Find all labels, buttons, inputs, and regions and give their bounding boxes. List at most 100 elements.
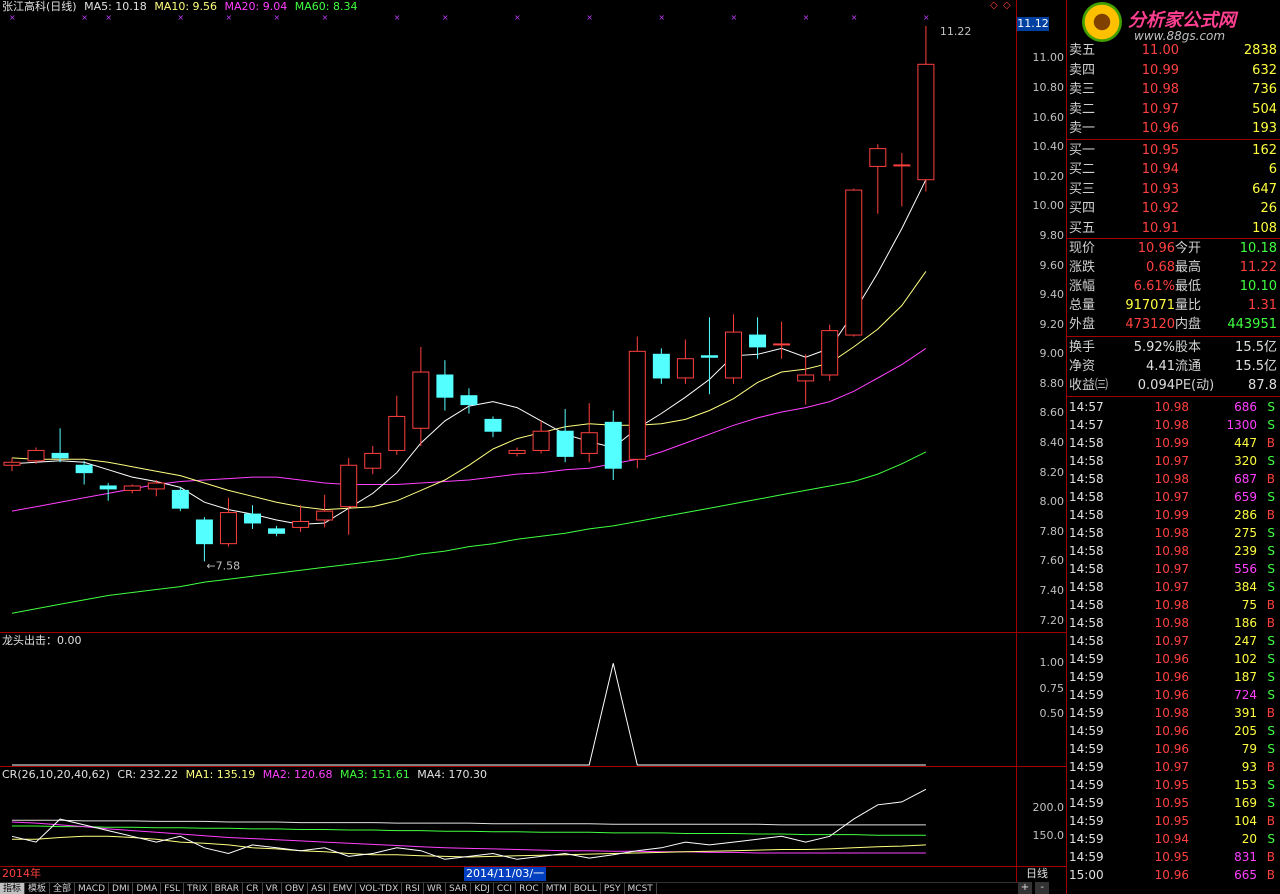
price-tick: 11.00 — [1032, 51, 1065, 65]
cr-indicator-chart[interactable] — [0, 767, 1016, 866]
tick-row: 14:59 10.95 169 S — [1069, 794, 1279, 812]
indicator-tab[interactable]: 模板 — [25, 883, 51, 894]
indicator-tab[interactable]: VR — [263, 883, 283, 894]
diamond-icon-2[interactable]: ◇ — [1003, 0, 1011, 11]
indicator-tab[interactable]: ASI — [308, 883, 330, 894]
tick-row: 14:59 10.96 187 S — [1069, 668, 1279, 686]
zoom-out-button[interactable]: - — [1035, 882, 1050, 894]
candle-body — [219, 512, 237, 545]
indicator-tab[interactable]: PSY — [601, 883, 625, 894]
indicator-tab[interactable]: EMV — [330, 883, 357, 894]
indicator-tab[interactable]: MACD — [75, 883, 110, 894]
candle-body — [195, 519, 213, 545]
tick-time: 14:59 — [1069, 832, 1104, 846]
candle — [484, 416, 502, 438]
stat-label: 外盘 — [1069, 317, 1096, 332]
indicator-tab[interactable]: RSI — [402, 883, 424, 894]
top-marker: × — [274, 13, 281, 22]
indicator-tab[interactable]: MCST — [625, 883, 657, 894]
tick-row: 14:57 10.98 1300 S — [1069, 416, 1279, 434]
tick-row: 14:58 10.97 247 S — [1069, 632, 1279, 650]
stat-label: 股本 — [1175, 340, 1202, 355]
tick-volume: 187 — [1234, 670, 1257, 684]
price-tick: 7.20 — [1039, 613, 1065, 627]
ind1-tick: 0.50 — [1039, 707, 1065, 721]
indicator-tab[interactable]: CR — [243, 883, 263, 894]
indicator-tab[interactable]: FSL — [161, 883, 184, 894]
indicator-tab[interactable]: KDJ — [471, 883, 494, 894]
price-tick: 8.00 — [1039, 495, 1065, 509]
indicator-tab[interactable]: TRIX — [184, 883, 212, 894]
tick-volume: 104 — [1234, 814, 1257, 828]
indicator-tab[interactable]: VOL-TDX — [356, 883, 403, 894]
quote-panel — [1066, 0, 1280, 894]
dragon-head-indicator-chart[interactable] — [0, 633, 1016, 766]
indicator-tab[interactable]: 指标 — [0, 883, 26, 894]
indicator-tab[interactable]: 全部 — [50, 883, 76, 894]
zoom-in-button[interactable]: + — [1018, 882, 1032, 894]
tick-side: S — [1267, 742, 1275, 756]
indicator-tab[interactable]: DMI — [109, 883, 134, 894]
candle — [268, 525, 286, 537]
tick-time: 14:58 — [1069, 634, 1104, 648]
tick-time: 14:58 — [1069, 526, 1104, 540]
tick-side: S — [1267, 490, 1275, 504]
tick-time: 14:59 — [1069, 688, 1104, 702]
candle — [436, 360, 454, 411]
stat-label: 总量 — [1069, 298, 1096, 313]
stat-value: 473120 — [1125, 317, 1175, 332]
price-tick: 10.40 — [1032, 140, 1065, 154]
ind1-tick: 1.00 — [1039, 656, 1065, 670]
order-book-row: 买五 10.91 108 — [1069, 220, 1279, 238]
top-marker: × — [803, 13, 810, 22]
candle-body — [3, 461, 21, 466]
tick-side: B — [1266, 616, 1275, 630]
diamond-icon[interactable]: ◇ — [990, 0, 998, 11]
tick-row: 14:58 10.97 659 S — [1069, 488, 1279, 506]
tick-time: 14:59 — [1069, 742, 1104, 756]
stat-label: PE(动) — [1175, 378, 1215, 393]
tick-time: 14:59 — [1069, 724, 1104, 738]
tick-price: 10.98 — [1154, 526, 1189, 540]
tick-price: 10.97 — [1154, 490, 1189, 504]
watermark-logo: 分析家公式网 www.88gs.com — [1078, 2, 1278, 46]
candle — [604, 410, 622, 481]
candle-body — [123, 485, 141, 491]
ma5-line — [11, 179, 927, 525]
top-marker: × — [81, 13, 88, 22]
ma60-line — [11, 451, 927, 614]
tick-price: 10.95 — [1154, 814, 1189, 828]
indicator-tab[interactable]: OBV — [282, 883, 309, 894]
tick-volume: 556 — [1234, 562, 1257, 576]
indicator-tab[interactable]: DMA — [133, 883, 162, 894]
tick-row: 14:58 10.98 687 B — [1069, 470, 1279, 488]
tick-side: S — [1267, 652, 1275, 666]
indicator-tab[interactable]: BRAR — [212, 883, 244, 894]
tick-time: 14:58 — [1069, 454, 1104, 468]
top-marker: × — [225, 13, 232, 22]
tick-price: 10.99 — [1154, 436, 1189, 450]
candlestick-chart[interactable]: × × × × × × × × × × × × × × × × 11.22 ←7.58 — [0, 0, 1016, 632]
tick-row: 14:59 10.96 724 S — [1069, 686, 1279, 704]
indicator-tab[interactable]: SAR — [446, 883, 472, 894]
indicator-tab[interactable]: WR — [424, 883, 447, 894]
price-tick: 8.80 — [1039, 376, 1065, 390]
order-book-row: 买一 10.95 162 — [1069, 142, 1279, 160]
indicator-tab[interactable]: ROC — [516, 883, 543, 894]
tick-price: 10.97 — [1154, 562, 1189, 576]
price-tick: 10.20 — [1032, 169, 1065, 183]
high-label: 11.22 — [940, 25, 972, 38]
tick-volume: 93 — [1241, 760, 1257, 774]
candle-body — [676, 358, 694, 379]
indicator-tab[interactable]: CCI — [494, 883, 517, 894]
tick-time: 14:59 — [1069, 760, 1104, 774]
stat-value: 6.61% — [1133, 279, 1175, 294]
top-marker: × — [658, 13, 665, 22]
stat-value: 443951 — [1227, 317, 1277, 332]
cr-line — [11, 788, 927, 860]
indicator-tab[interactable]: BOLL — [571, 883, 601, 894]
tick-price: 10.94 — [1154, 832, 1189, 846]
indicator-tab[interactable]: MTM — [543, 883, 571, 894]
stat-row: 涨幅 6.61% 最低 10.10 — [1069, 278, 1279, 296]
period-label[interactable]: 日线 — [1026, 867, 1048, 880]
